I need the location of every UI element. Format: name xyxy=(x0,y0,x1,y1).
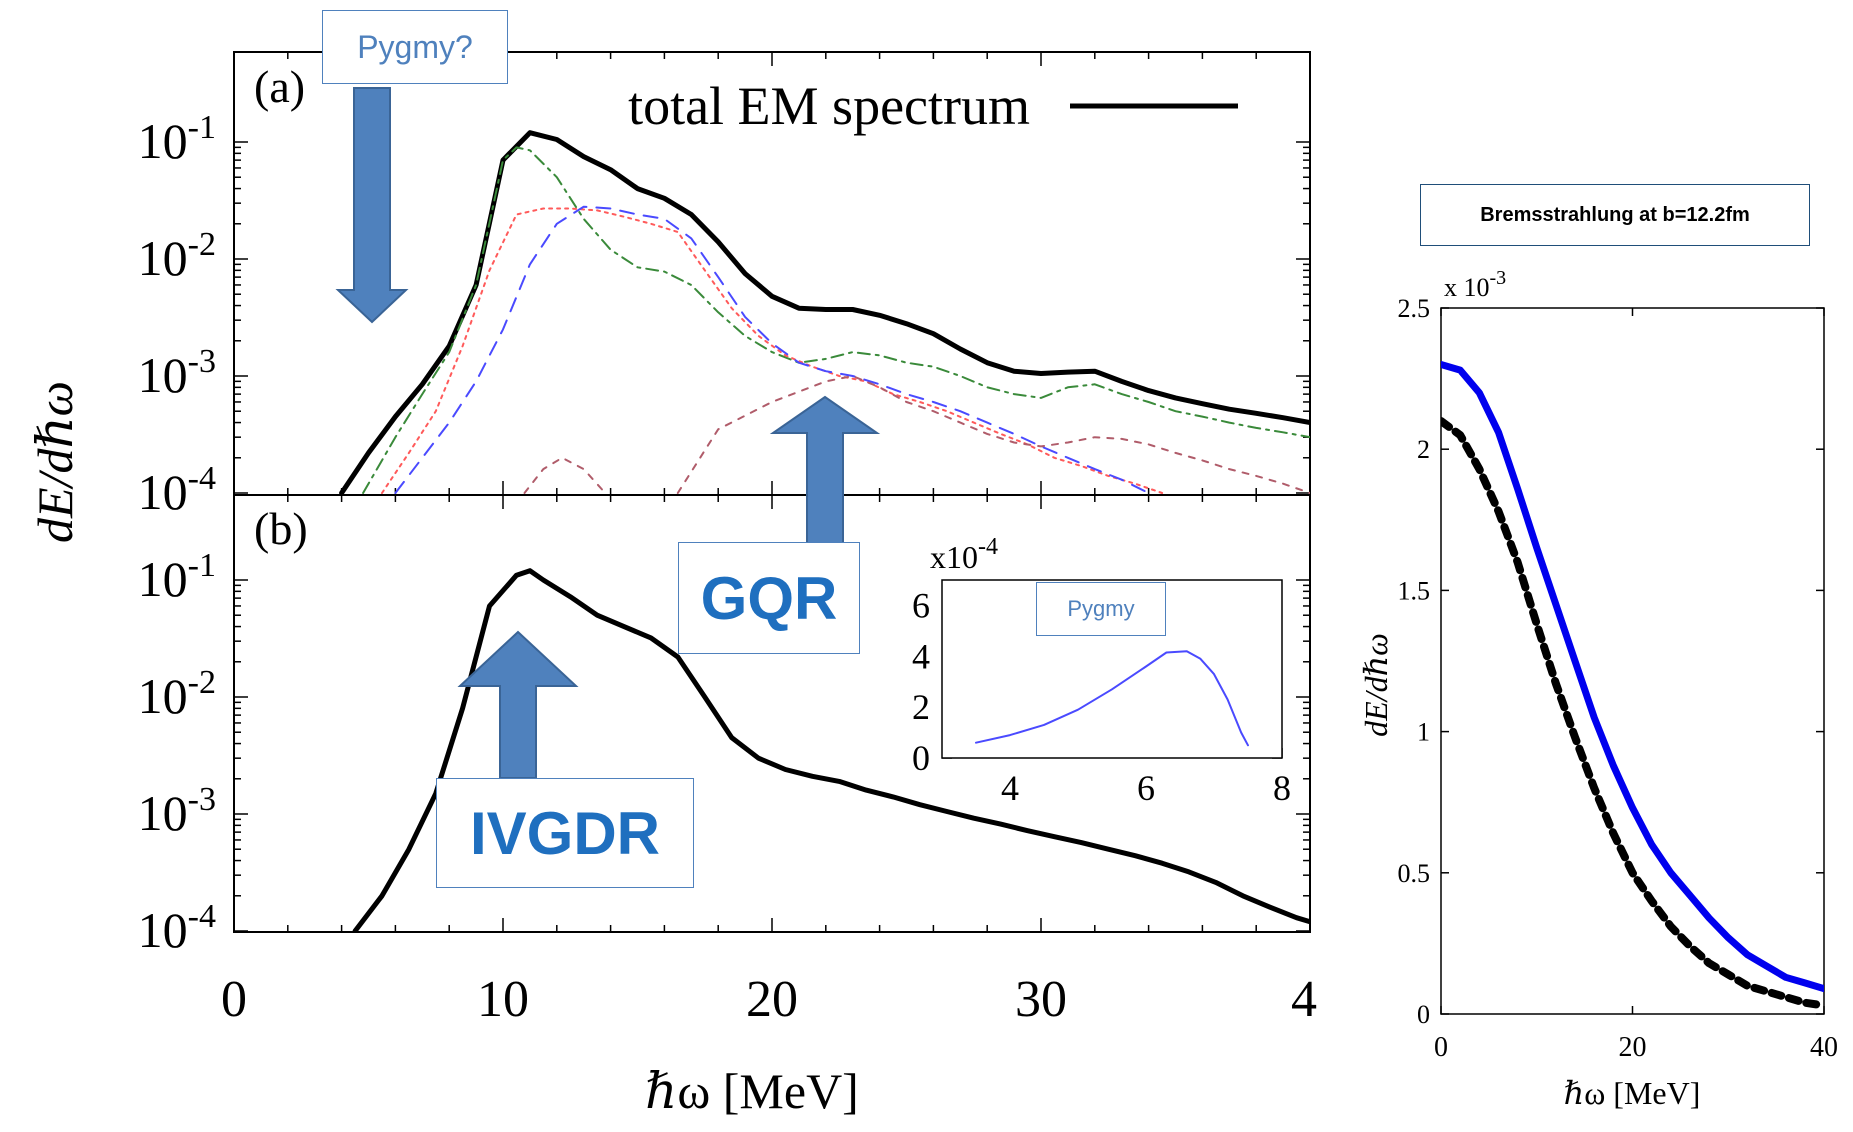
right-ytick-label: 2 xyxy=(1417,435,1430,464)
inset-ytick-label: 6 xyxy=(912,585,930,625)
right-ylabel: dE/dℏω xyxy=(1358,633,1394,737)
panel-a-series-line-3 xyxy=(394,205,1150,494)
inset-xtick-label: 8 xyxy=(1273,768,1291,808)
panel-b-ytick-label: 10-3 xyxy=(138,781,216,841)
legend-label: total EM spectrum xyxy=(628,76,1030,136)
panel-b-series-line-0 xyxy=(352,568,1310,932)
pygmy-callout: Pygmy? xyxy=(322,10,508,84)
gqr-callout: GQR xyxy=(678,542,860,654)
inset-xtick-label: 4 xyxy=(1001,768,1019,808)
inset-ytick-label: 4 xyxy=(912,636,930,676)
ivgdr-callout: IVGDR xyxy=(436,778,694,888)
panel-a-series-line-2 xyxy=(381,207,1164,494)
right-ytick-label: 0.5 xyxy=(1398,859,1431,888)
inset-ytick-label: 0 xyxy=(912,738,930,778)
panel-a-label: (a) xyxy=(254,61,305,112)
right-ytick-label: 2.5 xyxy=(1398,294,1431,323)
right-y-multiplier: x 10-3 xyxy=(1444,267,1506,302)
panel-b-ytick-label: 10-4 xyxy=(138,898,216,958)
right-series-line-0 xyxy=(1441,361,1824,993)
panel-b-xtick-label: 0 xyxy=(221,971,247,1028)
panel-a-series-line-5 xyxy=(676,375,1310,494)
ivgdr-up-arrow xyxy=(457,630,579,779)
right-ytick-label: 0 xyxy=(1417,1000,1430,1029)
panel-a-ylabel: dE/dℏω xyxy=(27,381,83,543)
bremsstrahlung-title: Bremsstrahlung at b=12.2fm xyxy=(1420,184,1810,246)
panel-b-ytick-label: 10-2 xyxy=(138,664,216,724)
panel-b-series xyxy=(352,568,1310,932)
panel-b-xtick-label: 20 xyxy=(746,971,798,1028)
right-ytick-label: 1 xyxy=(1417,718,1430,747)
panel-b-xtick-label: 4 xyxy=(1291,971,1317,1028)
panel-a-series-line-4 xyxy=(523,456,607,494)
inset-y-multiplier: x10-4 xyxy=(930,534,998,575)
inset-xtick-label: 6 xyxy=(1137,768,1155,808)
right-plot-frame xyxy=(1440,307,1825,1015)
right-series xyxy=(1441,361,1824,1010)
panel-a-ytick-label: 10-4 xyxy=(138,460,216,520)
panel-b-xtick-label: 10 xyxy=(477,971,529,1028)
inset-series-line-0 xyxy=(975,650,1249,747)
right-ytick-label: 1.5 xyxy=(1398,576,1431,605)
right-xtick-label: 0 xyxy=(1434,1032,1448,1063)
panel-a-series-line-1 xyxy=(362,146,1310,494)
panel-a-series-line-0 xyxy=(339,130,1310,495)
panel-b-label: (b) xyxy=(254,503,308,554)
pygmy-down-arrow xyxy=(335,87,409,324)
pygmy-inset-callout: Pygmy xyxy=(1036,582,1166,636)
panel-a-ytick-label: 10-3 xyxy=(138,343,216,403)
inset-series xyxy=(975,650,1249,747)
inset-ytick-label: 2 xyxy=(912,687,930,727)
panel-a-series xyxy=(339,130,1310,495)
right-xtick-label: 40 xyxy=(1810,1032,1838,1063)
labels-layer: 10-110-210-310-410-110-210-310-40 10 20 30 4… xyxy=(138,109,1838,1063)
panel-a-ytick-label: 10-2 xyxy=(138,226,216,286)
panel-b-xtick-label: 30 xyxy=(1015,971,1067,1028)
right-xlabel: ℏω [MeV] xyxy=(1564,1075,1701,1111)
panel-b-xlabel: ℏω [MeV] xyxy=(645,1063,859,1119)
gqr-up-arrow xyxy=(769,395,881,546)
right-xtick-label: 20 xyxy=(1619,1032,1647,1063)
right-series-line-1 xyxy=(1441,417,1824,1010)
panel-b-ytick-label: 10-1 xyxy=(138,547,216,607)
panel-a-ytick-label: 10-1 xyxy=(138,109,216,169)
